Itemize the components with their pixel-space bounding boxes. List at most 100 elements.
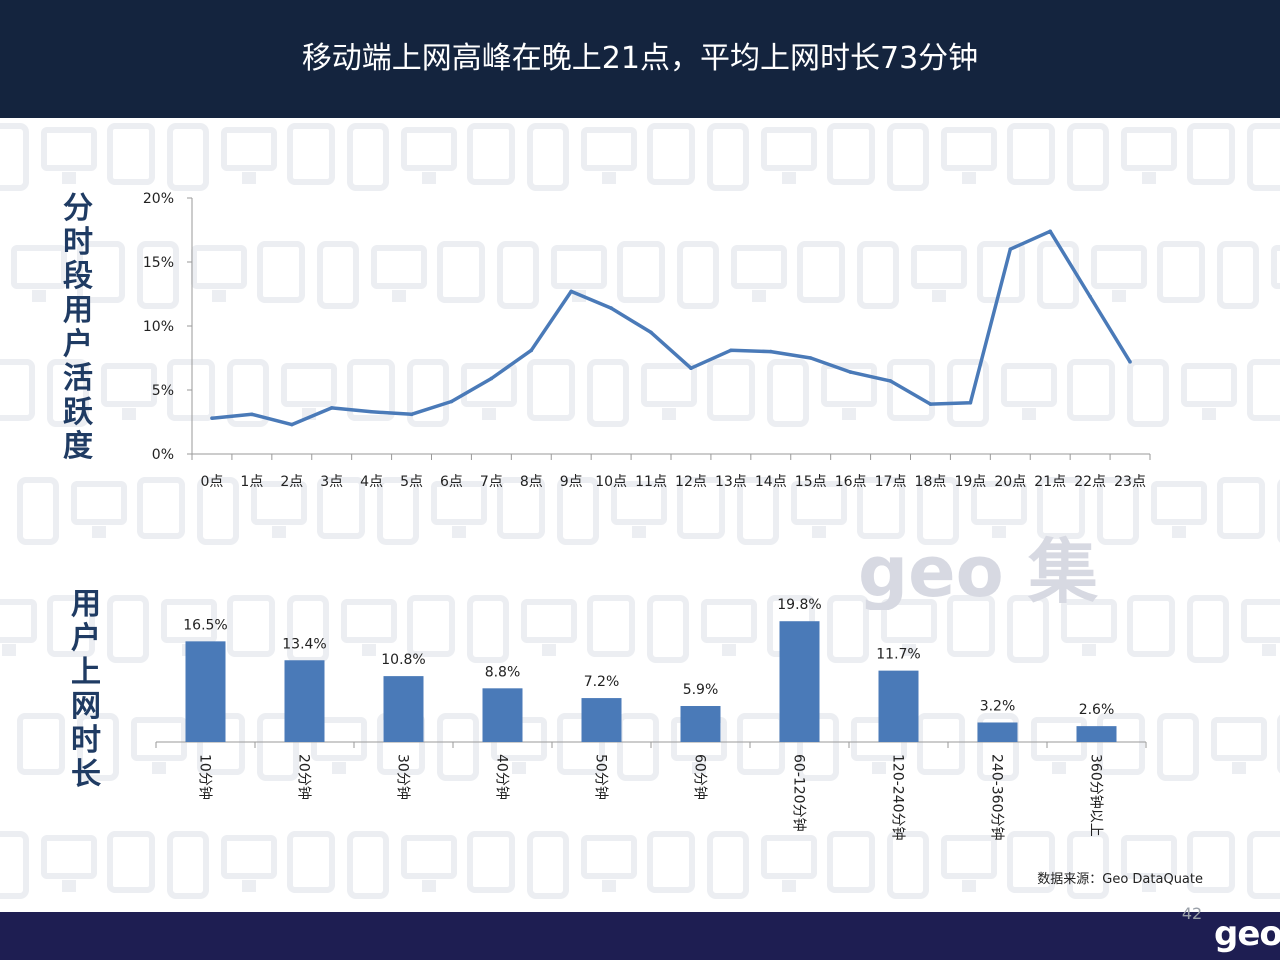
line-chart-point — [409, 412, 414, 417]
bg-phone-shape — [977, 713, 1019, 781]
bg-phone-shape — [827, 595, 869, 663]
bg-monitor-shape — [551, 245, 607, 289]
bg-tablet-shape — [137, 477, 185, 539]
line-chart-x-tick-label: 12点 — [675, 474, 707, 490]
bg-monitor-shape — [581, 127, 637, 171]
bg-monitor-shape — [1181, 363, 1237, 407]
bar-data-label: 3.2% — [980, 698, 1016, 714]
bar — [482, 688, 523, 742]
bg-monitor-stand — [632, 526, 646, 538]
bg-phone-shape — [527, 123, 569, 191]
bar-category-label: 30分钟 — [395, 754, 412, 800]
bar-category-label: 50分钟 — [593, 754, 610, 800]
bg-phone-shape — [167, 831, 209, 899]
bg-monitor-shape — [461, 363, 517, 407]
footer-bar — [0, 912, 1280, 960]
bar — [581, 698, 622, 742]
bg-tablet-shape — [317, 477, 365, 539]
line-chart-x-tick-label: 11点 — [635, 474, 667, 490]
bg-tablet-shape — [647, 831, 695, 893]
bg-monitor-shape — [941, 127, 997, 171]
bg-monitor-stand — [212, 290, 226, 302]
bar-data-label: 8.8% — [485, 664, 521, 680]
bg-monitor-shape — [341, 599, 397, 643]
bg-tablet-shape — [437, 241, 485, 303]
bg-phone-shape — [707, 831, 749, 899]
line-chart-point — [1008, 247, 1013, 251]
line-chart-x-tick-label: 14点 — [755, 474, 787, 490]
bg-tablet-shape — [977, 241, 1025, 303]
bg-monitor-stand — [1052, 762, 1066, 774]
bg-monitor-stand — [1202, 408, 1216, 420]
bg-monitor-shape — [881, 599, 937, 643]
bg-monitor-stand — [92, 526, 106, 538]
bg-tablet-shape — [497, 477, 545, 539]
line-chart-point — [449, 399, 454, 404]
line-chart-point — [768, 349, 773, 354]
bg-phone-shape — [47, 359, 89, 427]
bg-phone-shape — [737, 477, 779, 545]
bg-phone-shape — [857, 241, 899, 309]
bg-monitor-shape — [161, 599, 217, 643]
bg-monitor-shape — [41, 127, 97, 171]
bg-tablet-shape — [1007, 123, 1055, 185]
bg-tablet-shape — [917, 713, 965, 775]
bg-phone-shape — [197, 477, 239, 545]
bg-monitor-stand — [662, 408, 676, 420]
bg-phone-shape — [497, 241, 539, 309]
bg-monitor-stand — [362, 644, 376, 656]
bg-phone-shape — [647, 595, 689, 663]
bar — [383, 676, 424, 742]
bg-tablet-shape — [287, 123, 335, 185]
line-chart-x-tick-label: 21点 — [1034, 474, 1066, 490]
bg-tablet-shape — [527, 359, 575, 421]
bg-monitor-stand — [902, 644, 916, 656]
bar-data-label: 16.5% — [183, 617, 227, 633]
bar — [1076, 726, 1117, 742]
bg-phone-shape — [347, 123, 389, 191]
geo-watermark-logo: geo 集奥 — [858, 531, 1098, 610]
bg-monitor-shape — [401, 835, 457, 879]
bg-tablet-shape — [857, 477, 905, 539]
bg-phone-shape — [1247, 831, 1280, 899]
line-chart-point — [329, 406, 334, 410]
bg-phone-shape — [707, 123, 749, 191]
page-title: 移动端上网高峰在晚上21点，平均上网时长73分钟 — [301, 41, 979, 76]
bg-phone-shape — [677, 241, 719, 309]
line-chart-point — [1128, 360, 1132, 364]
line-chart-point — [1088, 294, 1092, 299]
bg-tablet-shape — [947, 595, 995, 657]
bg-tablet-shape — [617, 241, 665, 303]
bg-monitor-shape — [581, 835, 637, 879]
bg-monitor-stand — [962, 880, 976, 892]
bg-phone-shape — [227, 359, 269, 427]
line-chart-x-tick-label: 6点 — [440, 474, 463, 490]
bg-phone-shape — [617, 713, 659, 781]
line-chart-point — [529, 348, 534, 353]
bg-monitor-stand — [542, 644, 556, 656]
bg-monitor-stand — [392, 290, 406, 302]
bg-monitor-stand — [1022, 408, 1036, 420]
bg-monitor-shape — [1061, 599, 1117, 643]
bar-data-label: 2.6% — [1079, 702, 1115, 718]
bg-tablet-shape — [707, 359, 755, 421]
bg-phone-shape — [1187, 595, 1229, 663]
line-chart-title: 分时段用户活跃度 — [63, 191, 93, 464]
bg-phone-shape — [1067, 123, 1109, 191]
bar-data-label: 13.4% — [282, 636, 326, 652]
bg-monitor-shape — [821, 363, 877, 407]
line-chart-point — [928, 402, 933, 406]
bg-phone-shape — [1097, 477, 1139, 545]
line-chart-y-tick-label: 10% — [143, 319, 174, 335]
bar-category-label: 40分钟 — [494, 754, 511, 800]
bar-category-label: 10分钟 — [197, 754, 214, 800]
bar-category-label: 60分钟 — [692, 754, 709, 800]
bar-data-label: 10.8% — [381, 652, 425, 668]
line-chart-x-tick-label: 13点 — [715, 474, 747, 490]
bar-data-label: 19.8% — [777, 597, 821, 613]
line-chart-x-tick-label: 15点 — [795, 474, 827, 490]
bg-monitor-stand — [242, 880, 256, 892]
bg-phone-shape — [947, 359, 989, 427]
bg-monitor-shape — [1271, 245, 1280, 289]
bg-monitor-shape — [1091, 245, 1147, 289]
